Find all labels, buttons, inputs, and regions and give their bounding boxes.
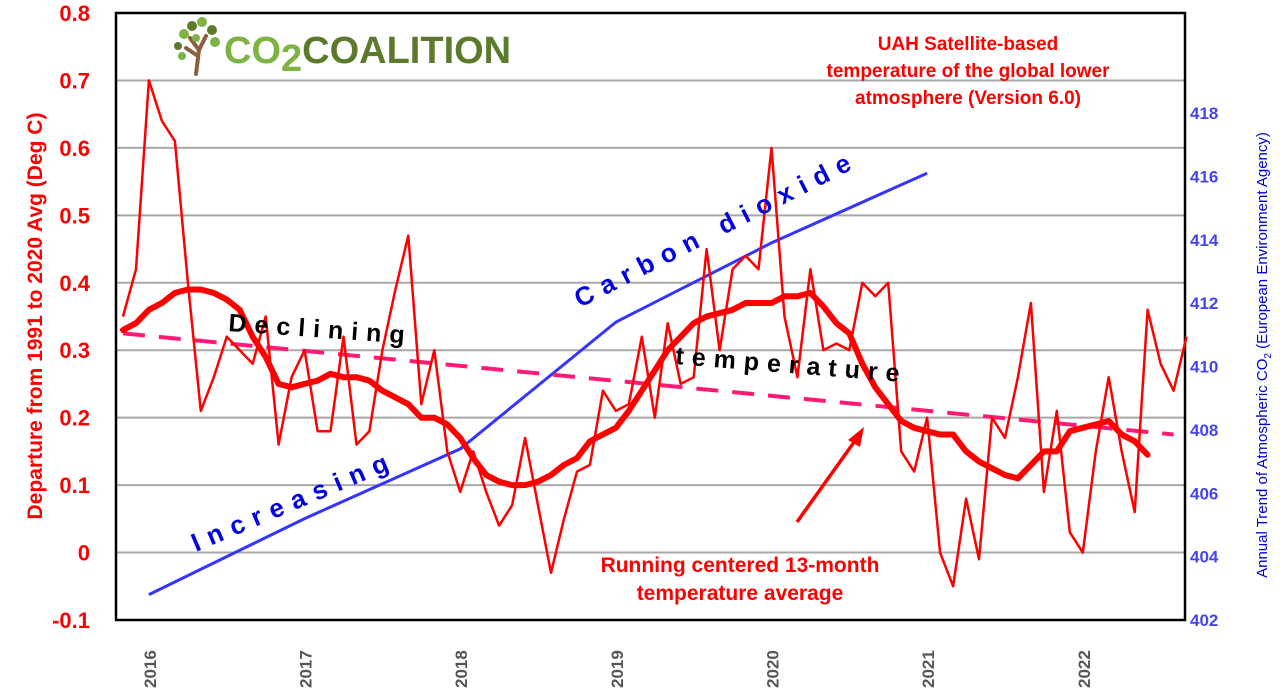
trend-dashed-line xyxy=(122,331,1174,437)
co2-series-line xyxy=(148,171,928,596)
right-tick-label: 416 xyxy=(1190,167,1218,186)
x-tick-label: 2022 xyxy=(1075,650,1094,688)
right-tick-label: 406 xyxy=(1190,484,1218,503)
gridlines xyxy=(116,79,1185,554)
x-tick-label: 2020 xyxy=(764,650,783,688)
left-tick-label: -0.1 xyxy=(52,608,90,633)
x-tick-label: 2016 xyxy=(141,650,160,688)
chart-title: UAH Satellite-based temperature of the g… xyxy=(827,34,1111,109)
co2-coalition-logo: CO2COALITION xyxy=(174,17,511,80)
left-tick-label: 0.2 xyxy=(59,406,90,431)
left-axis-label: Departure from 1991 to 2020 Avg (Deg C) xyxy=(24,113,47,520)
tree-icon xyxy=(174,17,220,76)
right-tick-label: 412 xyxy=(1190,294,1218,313)
left-tick-label: 0.1 xyxy=(59,473,90,498)
title-line-3: atmosphere (Version 6.0) xyxy=(855,88,1081,109)
left-tick-label: 0.4 xyxy=(59,271,90,296)
right-y-ticks: 418 416 414 412 410 408 406 404 402 xyxy=(1190,104,1219,630)
logo-text: CO2COALITION xyxy=(224,30,511,80)
title-line-2: temperature of the global lower xyxy=(827,61,1111,82)
left-tick-label: 0 xyxy=(78,541,90,566)
right-tick-label: 404 xyxy=(1190,548,1219,567)
right-tick-label: 418 xyxy=(1190,104,1218,123)
increasing-annotation: Increasing xyxy=(187,444,401,558)
carbon-dioxide-annotation: Carbon dioxide xyxy=(569,143,864,313)
data-points xyxy=(122,80,1187,595)
right-tick-label: 410 xyxy=(1190,358,1218,377)
left-tick-label: 0.7 xyxy=(59,68,90,93)
arrow-icon xyxy=(795,427,864,524)
right-tick-label: 402 xyxy=(1190,611,1218,630)
running-average-label-line-2: temperature average xyxy=(637,582,844,605)
title-line-1: UAH Satellite-based xyxy=(878,34,1059,55)
x-ticks: 2016 2017 2018 2019 2020 2021 2022 xyxy=(141,650,1094,688)
plot-frame xyxy=(114,11,1187,622)
x-tick-label: 2017 xyxy=(297,650,316,688)
left-y-ticks: 0.8 0.7 0.6 0.5 0.4 0.3 0.2 0.1 0 -0.1 xyxy=(52,1,91,633)
x-tick-label: 2021 xyxy=(919,650,938,688)
right-tick-label: 414 xyxy=(1190,231,1219,250)
left-tick-label: 0.6 xyxy=(59,136,90,161)
left-tick-label: 0.5 xyxy=(59,203,90,228)
left-tick-label: 0.8 xyxy=(59,1,90,26)
x-tick-label: 2018 xyxy=(452,650,471,688)
running-average-line xyxy=(120,286,1151,489)
x-tick-label: 2019 xyxy=(608,650,627,688)
left-tick-label: 0.3 xyxy=(59,338,90,363)
right-tick-label: 408 xyxy=(1190,421,1218,440)
running-average-label-line-1: Running centered 13-month xyxy=(601,554,880,577)
right-axis-label: Annual Trend of Atmospheric CO2 (Europea… xyxy=(1254,132,1274,578)
